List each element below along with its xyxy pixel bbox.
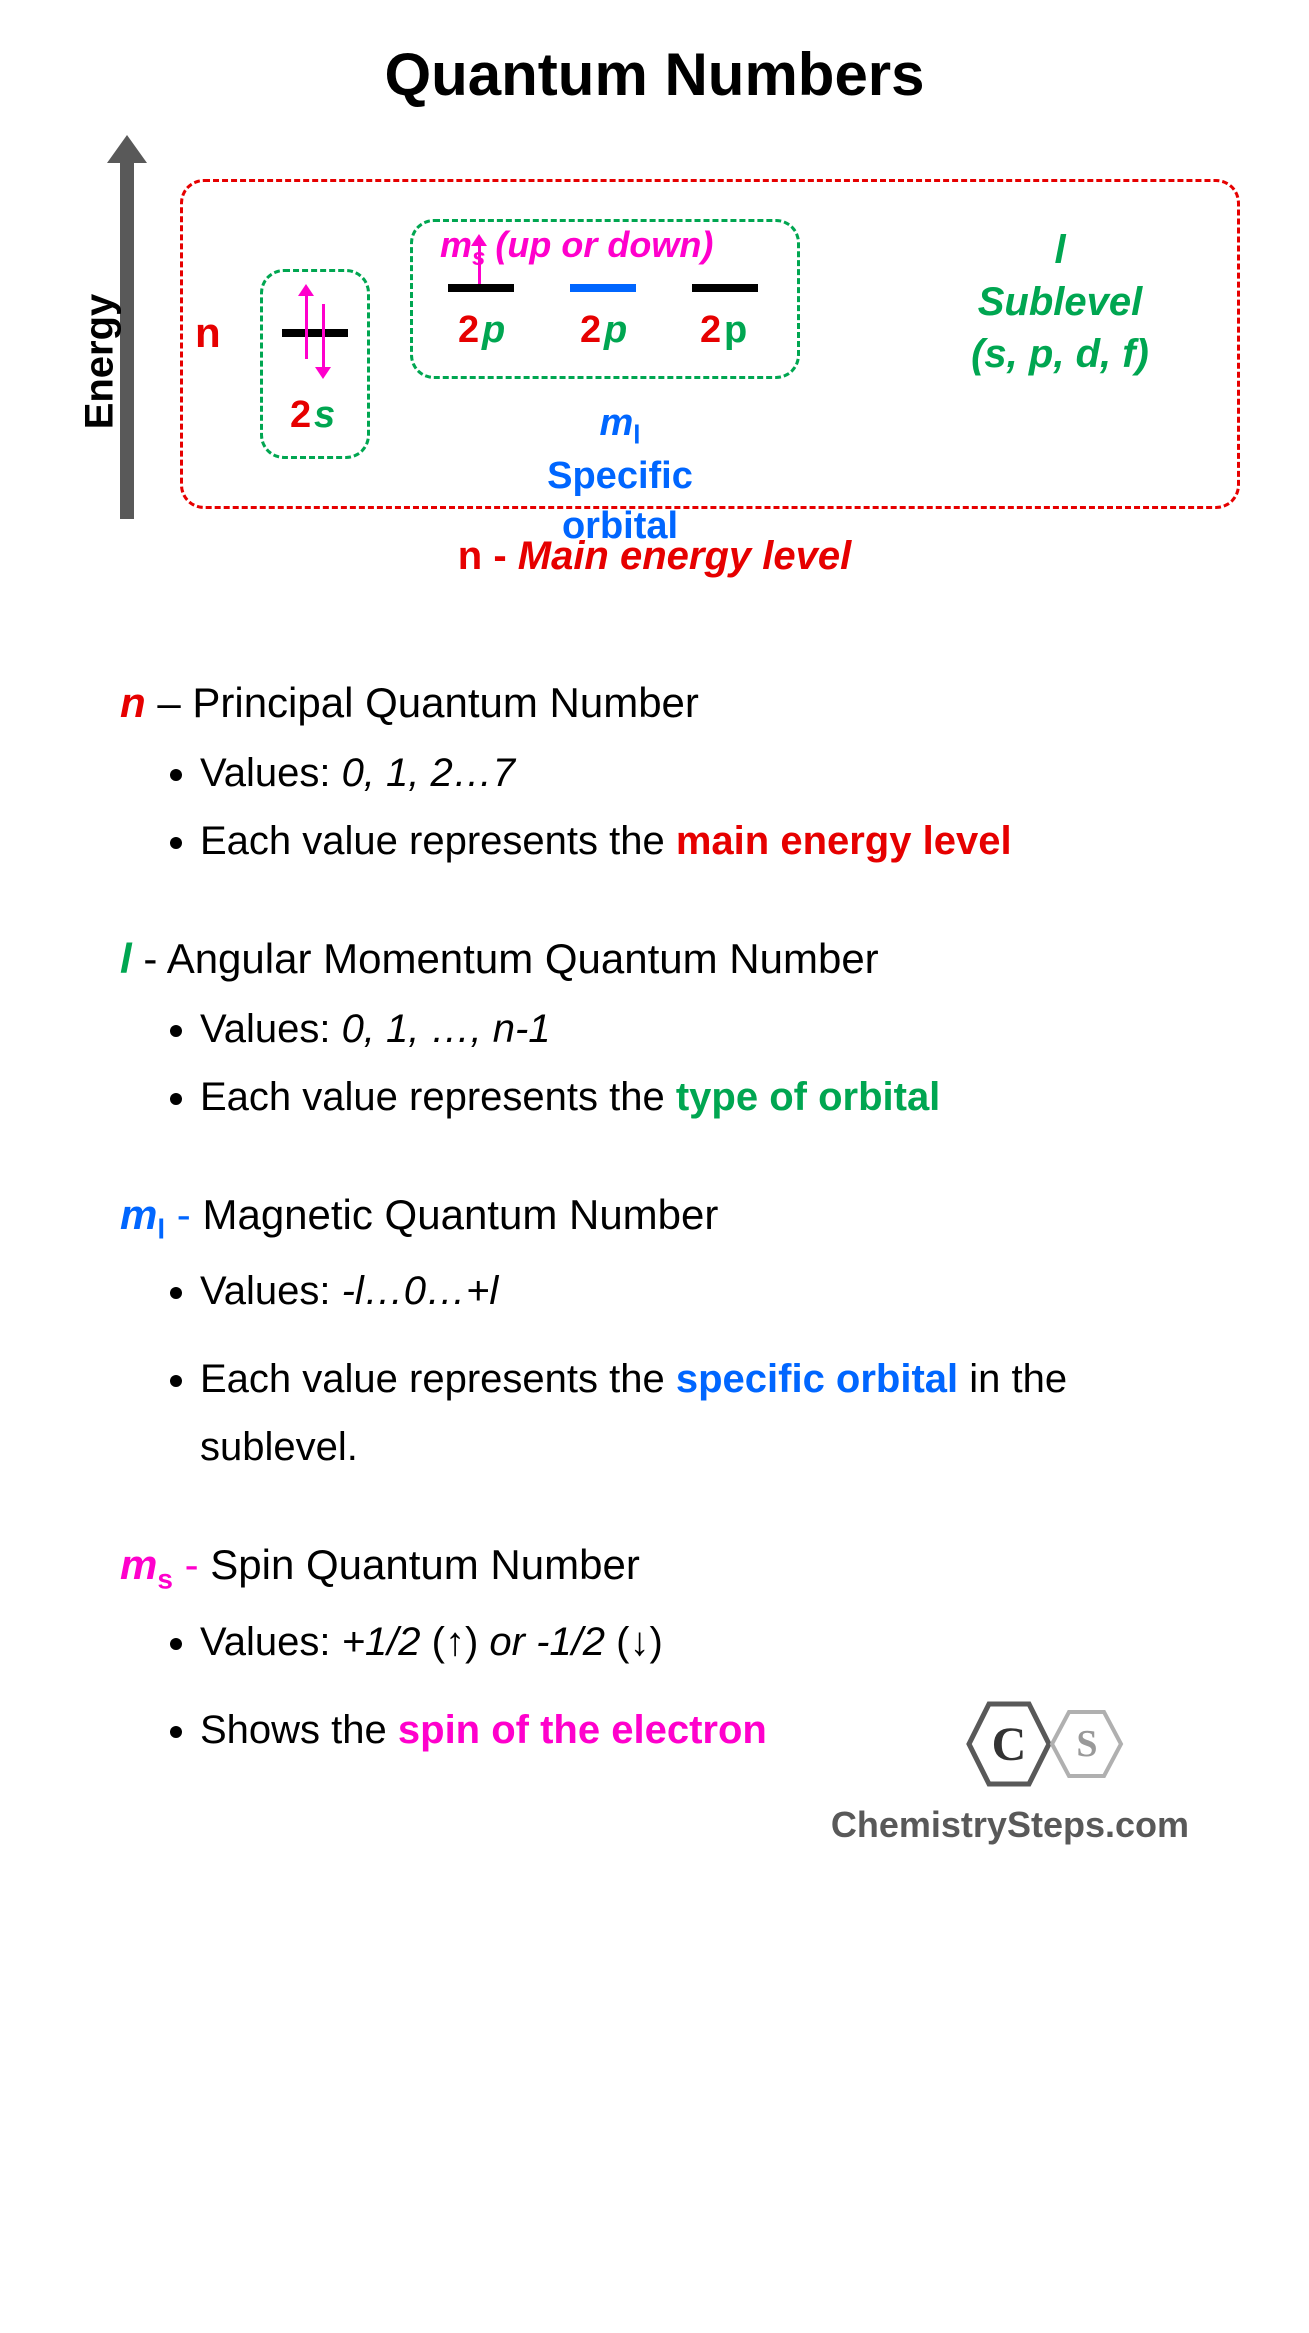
list-item: Each value represents the specific orbit…	[200, 1345, 1189, 1481]
def-l-list: Values: 0, 1, …, n-1 Each value represen…	[120, 995, 1189, 1131]
list-item: Each value represents the type of orbita…	[200, 1063, 1189, 1131]
energy-axis: Energy	[80, 159, 140, 519]
def-l-head: l - Angular Momentum Quantum Number	[120, 935, 1189, 983]
n-caption-main: Main energy level	[518, 534, 851, 578]
def-l-symbol: l	[120, 935, 132, 982]
spin-down-icon	[322, 304, 325, 369]
def-n-list: Values: 0, 1, 2…7 Each value represents …	[120, 739, 1189, 875]
page-title: Quantum Numbers	[60, 40, 1249, 109]
def-ml-list: Values: -l…0…+l Each value represents th…	[120, 1257, 1189, 1481]
logo-icon: C S	[959, 1694, 1149, 1799]
def-n-name: Principal Quantum Number	[192, 679, 699, 726]
def-ml-name: Magnetic Quantum Number	[202, 1191, 718, 1238]
list-item: Each value represents the main energy le…	[200, 807, 1189, 875]
orbital-2p3-number: 2	[700, 309, 721, 352]
ml-annotation: ml Specific orbital	[490, 399, 750, 551]
def-ms-head: ms - Spin Quantum Number	[120, 1541, 1189, 1595]
ms-annotation: ms (up or down)	[440, 224, 713, 272]
l-annotation: l Sublevel (s, p, d, f)	[930, 224, 1190, 380]
l-symbol: l	[1054, 228, 1065, 272]
def-ml-head: ml - Magnetic Quantum Number	[120, 1191, 1189, 1245]
n-symbol-label: n	[195, 309, 221, 357]
def-n-head: n – Principal Quantum Number	[120, 679, 1189, 727]
footer: C S ChemistrySteps.com	[60, 1724, 1249, 1864]
orbital-2p2-letter: p	[604, 309, 627, 352]
def-ms-name: Spin Quantum Number	[210, 1541, 640, 1588]
spin-up-icon	[305, 294, 308, 359]
orbital-2p1-number: 2	[458, 309, 479, 352]
orbital-2p2-line-highlight	[570, 284, 636, 292]
orbital-2s-number: 2	[290, 394, 311, 437]
list-item: Values: 0, 1, 2…7	[200, 739, 1189, 807]
site-name: ChemistrySteps.com	[831, 1804, 1189, 1846]
logo-c: C	[992, 1718, 1027, 1771]
orbital-2p3-letter: p	[724, 309, 747, 352]
logo-s: S	[1076, 1723, 1097, 1765]
def-ms-symbol: ms	[120, 1541, 173, 1588]
l-spdf-text: (s, p, d, f)	[971, 332, 1149, 376]
orbital-2p1-letter: p	[482, 309, 505, 352]
list-item: Values: 0, 1, …, n-1	[200, 995, 1189, 1063]
def-l-name: Angular Momentum Quantum Number	[167, 935, 879, 982]
n-caption-prefix: n -	[458, 534, 518, 578]
energy-axis-label: Energy	[77, 294, 122, 430]
quantum-diagram: Energy n 2 s 2 p 2 p 2 p ms (up or down)…	[60, 139, 1249, 619]
l-sublevel-text: Sublevel	[978, 280, 1143, 324]
orbital-2s-letter: s	[314, 394, 335, 437]
def-l: l - Angular Momentum Quantum Number Valu…	[120, 935, 1189, 1131]
list-item: Values: +1/2 (↑) or -1/2 (↓)	[200, 1608, 1189, 1676]
def-n: n – Principal Quantum Number Values: 0, …	[120, 679, 1189, 875]
orbital-2p3-line	[692, 284, 758, 292]
orbital-2p2-number: 2	[580, 309, 601, 352]
def-ml: ml - Magnetic Quantum Number Values: -l……	[120, 1191, 1189, 1481]
orbital-2s-line	[282, 329, 348, 337]
def-ml-symbol: ml	[120, 1191, 165, 1238]
n-caption: n - Main energy level	[60, 534, 1249, 579]
list-item: Values: -l…0…+l	[200, 1257, 1189, 1325]
orbital-2p1-line	[448, 284, 514, 292]
definitions-section: n – Principal Quantum Number Values: 0, …	[60, 679, 1249, 1764]
def-n-symbol: n	[120, 679, 146, 726]
